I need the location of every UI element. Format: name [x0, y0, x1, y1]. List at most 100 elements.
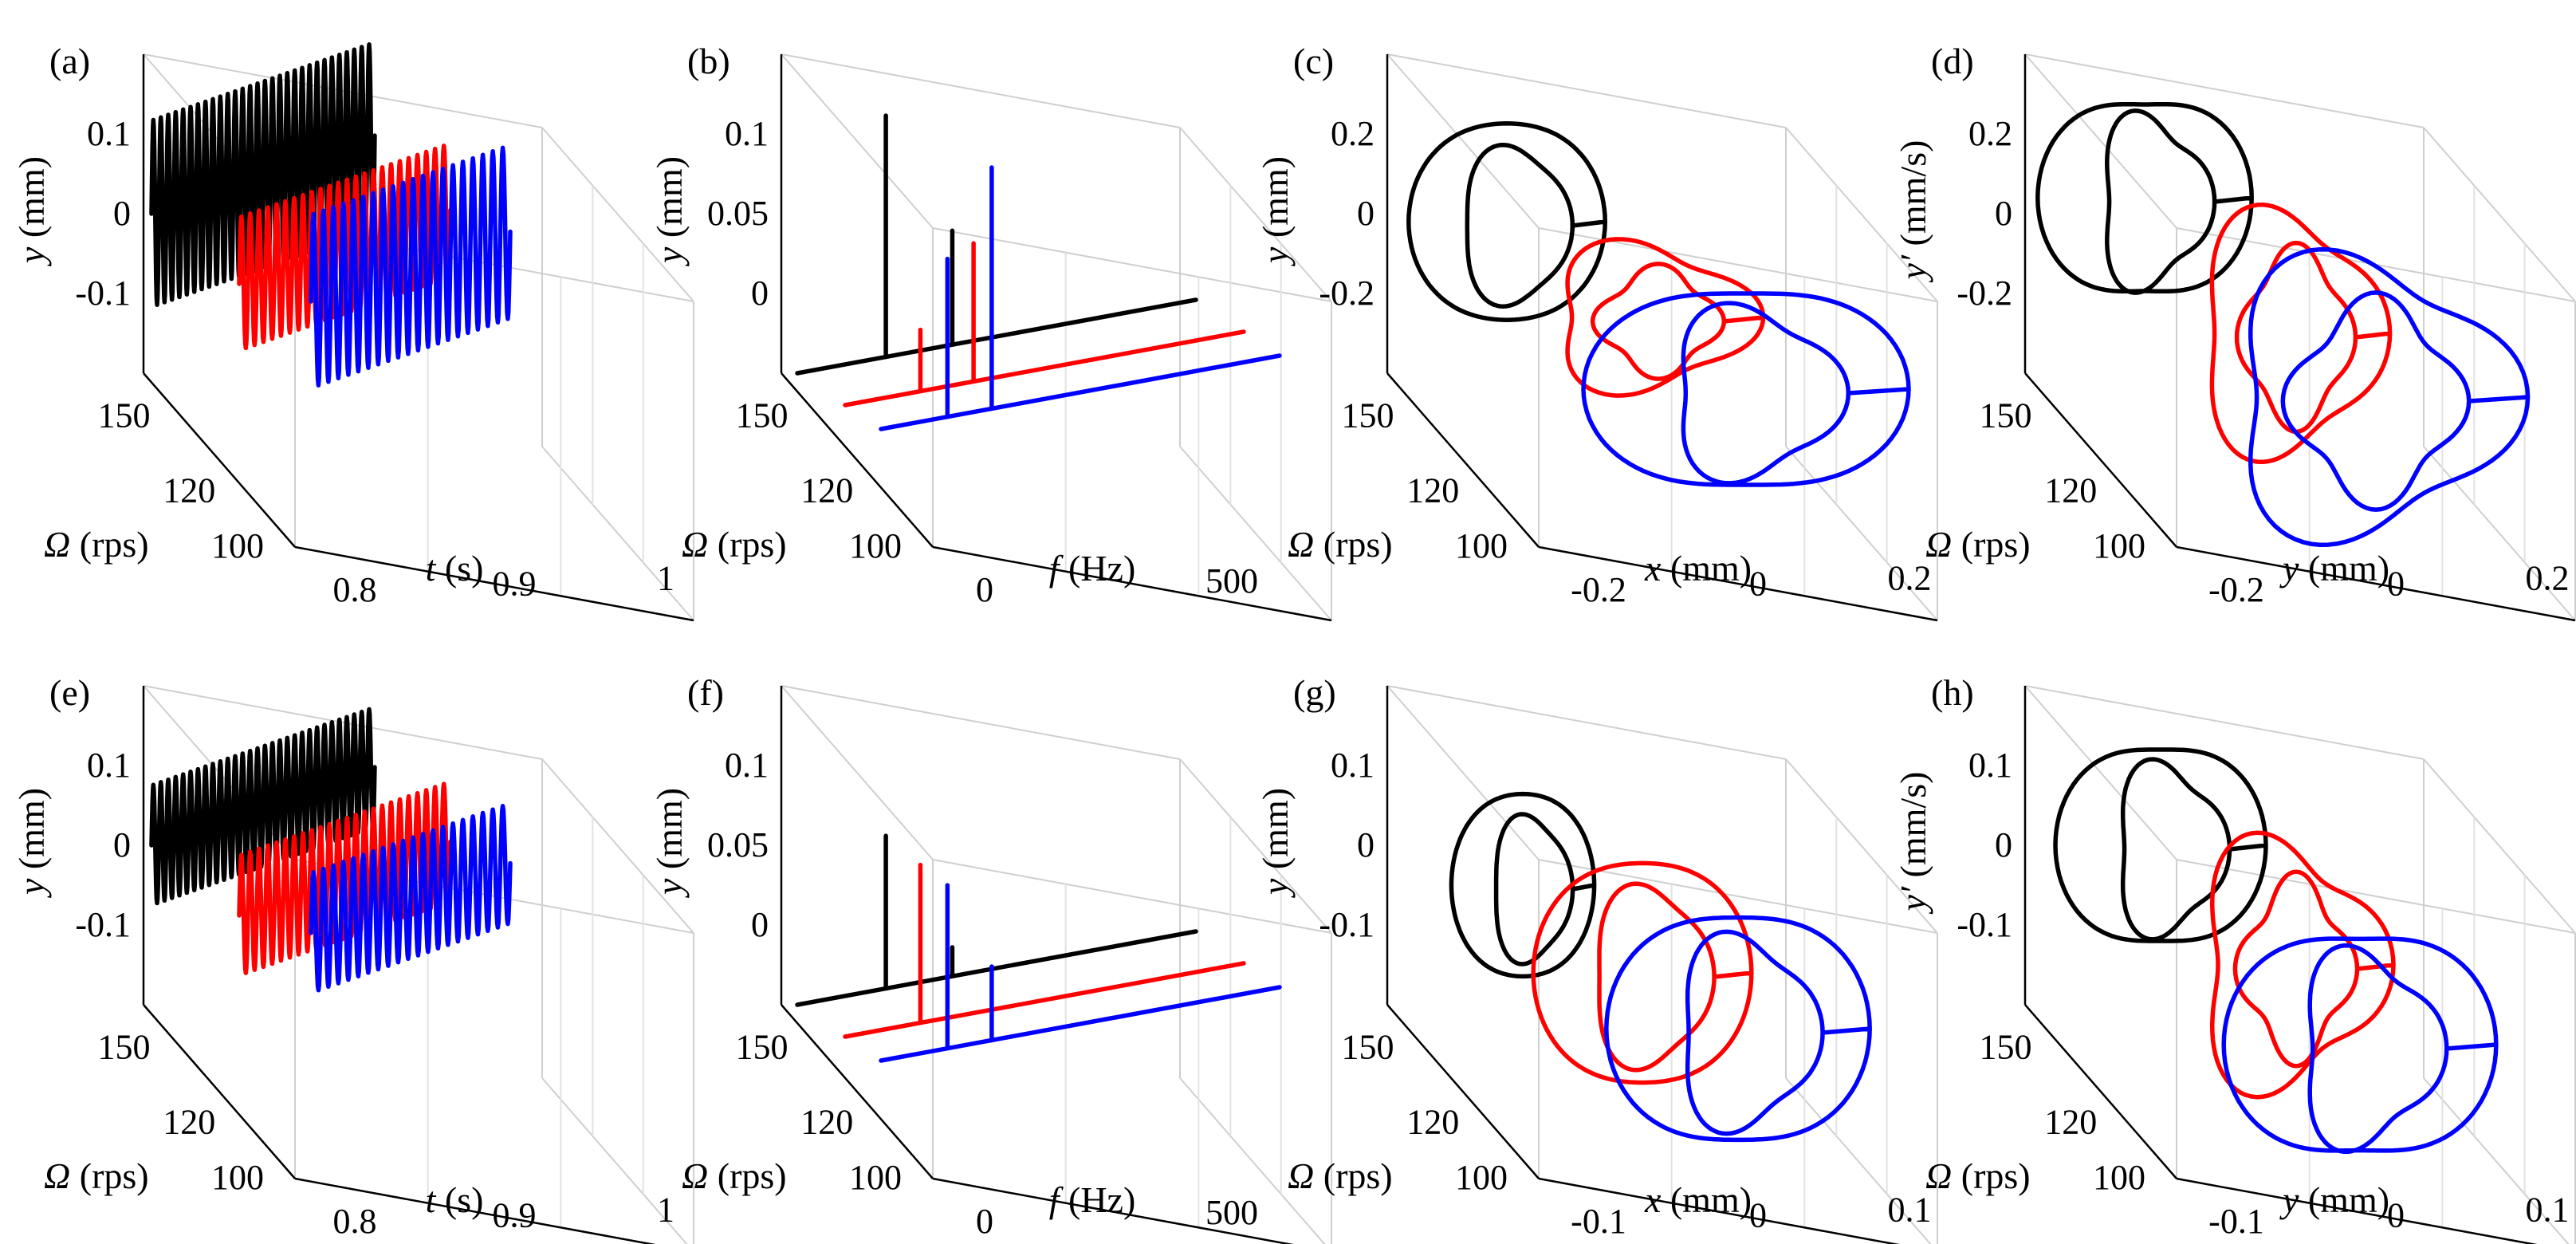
time-series-line [309, 804, 513, 993]
y-axis-label-symbol: y′ [1893, 254, 1933, 282]
z-axis-label-symbol: Ω [1925, 1155, 1952, 1196]
z-tick-label: 120 [800, 1102, 853, 1141]
z-axis-label-symbol: Ω [44, 1155, 70, 1196]
y-axis-label: y (mm) [11, 156, 52, 266]
y-axis-label-symbol: y [11, 246, 52, 266]
panel-d: (d) 0.2 0 -0.2 y′ (mm/s) 150 120 100 Ω (rps) -0.2… [1893, 41, 2576, 622]
x-tick-label: 0.2 [2526, 558, 2570, 597]
z-axis-label-symbol: Ω [682, 524, 708, 565]
z-tick-label: 150 [98, 1028, 151, 1067]
z-tick-label: 150 [1342, 396, 1394, 435]
spectrum-baseline [795, 297, 1198, 376]
z-axis-label: Ω (rps) [44, 1155, 149, 1196]
y-tick-label: 0.1 [725, 114, 769, 153]
z-axis-label: Ω (rps) [682, 1155, 787, 1196]
y-axis-label-unit: (mm) [11, 788, 52, 879]
x-axis-label-symbol: x [1644, 1179, 1662, 1220]
z-tick-label: 100 [1455, 1158, 1508, 1197]
z-tick-label: 100 [2093, 1158, 2145, 1197]
spectrum-baseline [879, 985, 1282, 1063]
y-axis-label-unit: (mm/s) [1893, 140, 1933, 255]
spectrum-baseline [879, 353, 1282, 431]
y-tick-label: -0.2 [1319, 274, 1375, 313]
z-tick-label: 120 [163, 1102, 215, 1141]
x-axis-line [2176, 545, 2576, 622]
y-axis-label-symbol: y [649, 246, 690, 266]
panel-c: (c) 0.2 0 -0.2 y (mm) 150 120 100 Ω (rps) -0.2 0 0.… [1255, 41, 1938, 622]
z-axis-label-unit: (rps) [708, 1155, 786, 1196]
z-tick-label: 120 [1406, 470, 1459, 510]
z-axis-label: Ω (rps) [1288, 524, 1393, 565]
x-axis-line [2176, 1177, 2538, 1244]
spectrum-baseline [843, 329, 1246, 407]
z-axis-line [781, 372, 934, 548]
x-tick-label: -0.1 [1571, 1202, 1626, 1241]
z-tick-label: 100 [849, 1158, 902, 1197]
x-axis-line [932, 545, 1332, 622]
z-tick-label: 150 [98, 396, 151, 435]
orbit-curve [1565, 237, 1766, 398]
orbit-curve [2035, 101, 2254, 295]
z-axis-label-unit: (rps) [1314, 524, 1392, 565]
x-tick-label: 1 [657, 1190, 674, 1229]
x-tick-label: 500 [1205, 1193, 1258, 1232]
x-axis-line [1538, 545, 1938, 622]
z-axis-label-unit: (rps) [70, 524, 148, 565]
y-tick-label: 0.05 [707, 194, 769, 233]
orbit-curve [2248, 247, 2531, 547]
x-tick-label: 0.1 [1888, 1190, 1932, 1229]
z-axis-line [143, 1004, 296, 1179]
x-tick-label: 0.1 [2526, 1190, 2570, 1229]
z-tick-label: 150 [736, 396, 789, 435]
y-axis-label: y (mm) [649, 788, 690, 898]
y-axis-label: y (mm) [1255, 156, 1296, 266]
x-tick-label: 0 [2387, 564, 2405, 603]
time-series-line [309, 145, 513, 388]
x-axis-label-unit: (mm) [2299, 1179, 2389, 1220]
y-axis-label-unit: (mm) [11, 156, 52, 247]
z-axis-label: Ω (rps) [44, 524, 149, 565]
y-tick-label: 0.2 [1331, 114, 1375, 153]
panel-label: (e) [49, 672, 90, 713]
z-tick-label: 100 [211, 1158, 264, 1197]
x-tick-label: 0 [1749, 1195, 1767, 1234]
z-axis-line [1386, 372, 1540, 548]
x-axis-label: x (mm) [1644, 1179, 1752, 1220]
z-tick-label: 100 [1455, 526, 1508, 565]
z-axis-label-symbol: Ω [1288, 524, 1314, 565]
y-tick-label: 0.1 [87, 746, 131, 785]
y-axis-label-symbol: y′ [1893, 886, 1933, 914]
z-tick-label: 150 [736, 1028, 789, 1067]
panel-label: (d) [1931, 41, 1974, 81]
z-tick-label: 120 [163, 470, 215, 510]
spectrum-baseline [795, 929, 1198, 1007]
z-axis-label-symbol: Ω [682, 1155, 708, 1196]
x-axis-label-unit: (s) [435, 548, 483, 589]
x-axis-line [294, 545, 694, 622]
z-tick-label: 150 [1342, 1028, 1394, 1067]
x-tick-label: 500 [1205, 561, 1258, 600]
panel-label: (a) [49, 41, 90, 81]
x-axis-label-unit: (s) [435, 1179, 483, 1220]
z-tick-label: 120 [2044, 1102, 2097, 1141]
z-axis-line [143, 372, 296, 548]
z-axis-label-symbol: Ω [44, 524, 70, 565]
z-tick-label: 120 [2044, 470, 2097, 510]
panel-b: (b) 0.1 0.05 0 y (mm) 150 120 100 Ω (rps) 0 500 f (… [649, 41, 1332, 622]
x-axis-label: t (s) [426, 1179, 484, 1220]
z-axis-label-unit: (rps) [1314, 1155, 1392, 1196]
x-axis-line [294, 1177, 656, 1244]
x-axis-label: x (mm) [1644, 548, 1752, 589]
x-axis-label-unit: (Hz) [1060, 548, 1136, 589]
y-tick-label: 0.05 [707, 825, 769, 864]
x-tick-label: 0 [2387, 1195, 2405, 1234]
x-tick-label: -0.2 [1571, 570, 1626, 609]
y-axis-label: y (mm) [649, 156, 690, 266]
z-tick-label: 100 [849, 526, 902, 565]
x-axis-label: f (Hz) [1049, 548, 1136, 589]
orbit-curve [1449, 791, 1597, 979]
y-tick-label: -0.2 [1957, 274, 2012, 313]
x-axis-line [1538, 1177, 1900, 1244]
panel-g: (g) 0.1 0 -0.1 y (mm) 150 120 100 Ω (rps) -0.1 0 0.… [1255, 672, 1938, 1244]
